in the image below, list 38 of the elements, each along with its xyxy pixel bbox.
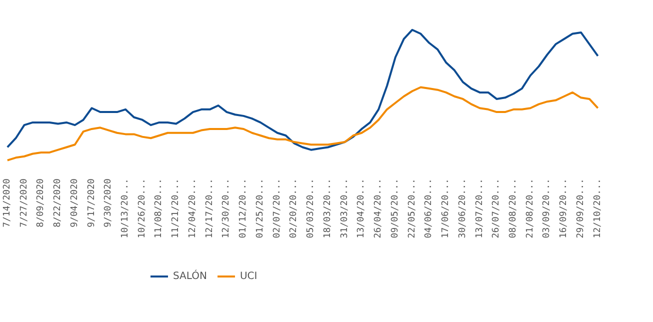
x-tick-label: 04/06/20... [424, 178, 434, 238]
x-tick-label: 9/04/2020 [70, 178, 80, 228]
x-tick-label: 03/09/20... [542, 178, 552, 238]
x-tick-label: 30/06/20... [458, 178, 468, 238]
x-tick-label: 12/30/20... [222, 178, 232, 238]
x-tick-label: 11/08/20... [154, 178, 164, 238]
x-tick-label: 18/03/20... [322, 178, 333, 238]
x-tick-label: 02/20/20... [289, 178, 300, 238]
x-tick-label: 29/09/20... [576, 178, 586, 238]
x-tick-label: 11/21/20... [171, 178, 182, 238]
x-tick-label: 10/13/20... [120, 178, 131, 238]
x-tick-label: 09/05/20... [390, 178, 400, 238]
x-tick-label: 26/07/20... [492, 178, 502, 238]
x-tick-label: 16/09/20... [559, 178, 570, 238]
x-tick-label: 12/10/20... [592, 178, 603, 238]
x-tick-label: 7/27/2020 [19, 178, 30, 228]
x-tick-label: 8/22/2020 [53, 178, 64, 228]
x-tick-label: 17/06/20... [441, 178, 452, 238]
x-tick-label: 31/03/20... [340, 178, 350, 238]
x-tick-label: 9/30/2020 [104, 178, 114, 228]
x-tick-label: 13/07/20... [474, 178, 485, 238]
x-tick-label: 9/17/2020 [86, 178, 97, 228]
x-tick-label: 01/12/20... [238, 178, 249, 238]
x-tick-label: 21/08/20... [525, 178, 536, 238]
x-tick-label: 8/09/2020 [36, 178, 46, 228]
x-tick-label: 02/07/20... [272, 178, 282, 238]
x-tick-label: 7/14/2020 [2, 178, 12, 228]
x-tick-label: 01/25/20... [255, 178, 266, 238]
x-tick-label: 13/04/20... [356, 178, 367, 238]
x-tick-label: 22/05/20... [407, 178, 418, 238]
x-tick-label: 08/08/20... [508, 178, 518, 238]
legend-label: UCI [240, 270, 258, 282]
legend-label: SALÓN [173, 270, 207, 282]
x-tick-label: 26/04/20... [374, 178, 384, 238]
x-tick-label: 05/03/20... [306, 178, 316, 238]
x-tick-label: 10/26/20... [137, 178, 148, 238]
x-tick-label: 12/17/20... [204, 178, 215, 238]
x-tick-label: 12/04/20... [188, 178, 198, 238]
